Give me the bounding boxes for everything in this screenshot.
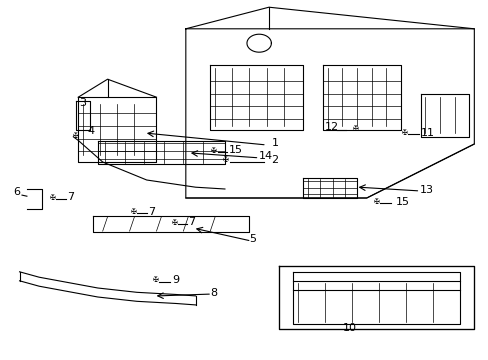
Text: 1: 1 [271,138,278,148]
Text: $\maltese$: $\maltese$ [210,145,217,155]
Text: 13: 13 [419,185,433,195]
Text: 9: 9 [172,275,179,285]
Text: 2: 2 [271,155,278,165]
Text: 4: 4 [87,126,94,136]
Text: 14: 14 [259,151,273,161]
Text: $\maltese$: $\maltese$ [49,192,56,202]
Text: 8: 8 [210,288,217,298]
Text: $\maltese$: $\maltese$ [151,274,159,284]
Text: 15: 15 [228,145,243,155]
Text: $\maltese$: $\maltese$ [222,154,229,164]
Text: $\maltese$: $\maltese$ [72,130,80,140]
Text: 12: 12 [325,122,339,132]
Text: 7: 7 [188,217,195,228]
Text: 11: 11 [420,128,434,138]
Text: $\maltese$: $\maltese$ [400,127,407,137]
Text: 15: 15 [395,197,409,207]
Text: $\maltese$: $\maltese$ [351,123,359,134]
Text: 7: 7 [67,192,75,202]
Text: $\maltese$: $\maltese$ [129,206,137,216]
Text: 3: 3 [79,98,86,108]
Text: 6: 6 [14,187,20,197]
Text: 10: 10 [342,323,356,333]
Text: $\maltese$: $\maltese$ [171,217,178,227]
Text: 7: 7 [147,207,155,217]
Text: 5: 5 [249,234,256,244]
Text: $\maltese$: $\maltese$ [372,196,380,206]
